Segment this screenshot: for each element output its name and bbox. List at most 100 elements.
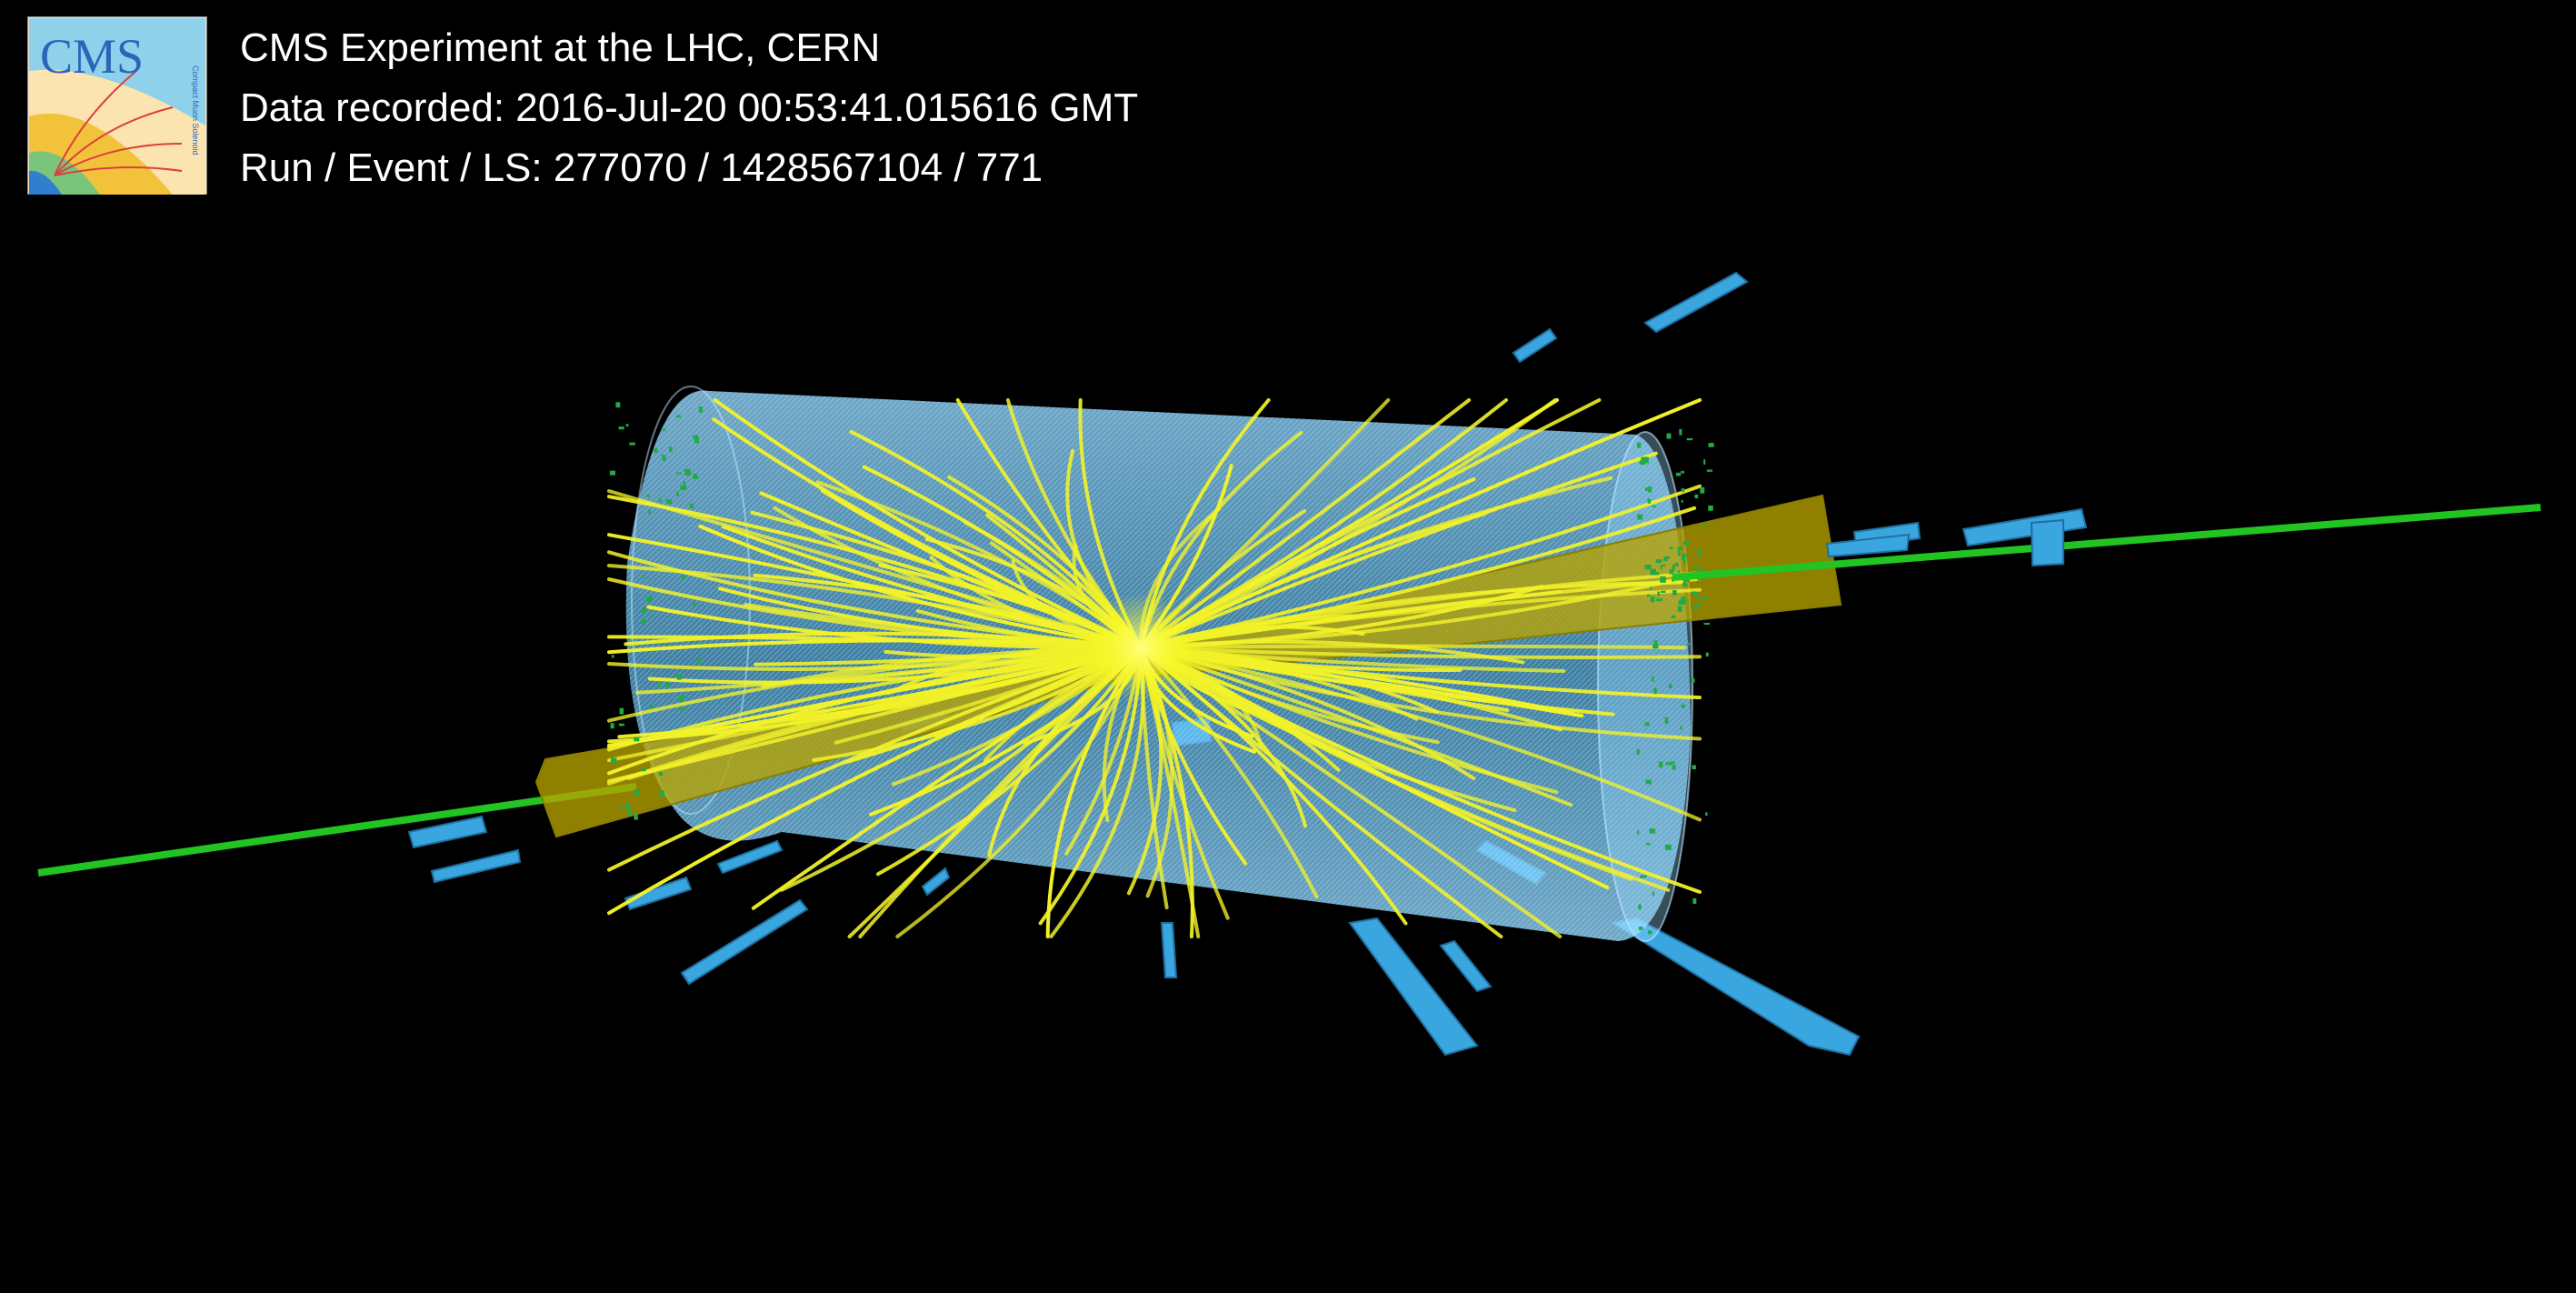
cms-logo-subtext: Compact Muon Solenoid: [191, 65, 200, 155]
calorimeter-hit: [1640, 875, 1647, 878]
calorimeter-hit: [1682, 583, 1688, 586]
calorimeter-hit: [1692, 608, 1698, 611]
calorimeter-hit: [618, 805, 625, 807]
particle-track: [607, 646, 1143, 872]
muon-track-right: [1672, 504, 2541, 581]
calorimeter-hit: [692, 435, 698, 439]
muon-chamber: [921, 867, 951, 897]
calorimeter-hit: [627, 809, 632, 815]
calorimeter-hit: [611, 655, 614, 658]
calorimeter-hit: [610, 723, 614, 729]
calorimeter-hit: [1698, 551, 1701, 558]
calorimeter-hit: [1672, 765, 1676, 770]
calorimeter-hit: [1678, 570, 1680, 574]
calorimeter-hit: [1686, 643, 1691, 646]
particle-track: [751, 646, 1143, 910]
calorimeter-hit: [658, 772, 664, 776]
calorimeter-hit: [1655, 559, 1662, 564]
calorimeter-hit: [697, 519, 700, 523]
calorimeter-hit: [1647, 930, 1652, 935]
event-info: CMS Experiment at the LHC, CERN Data rec…: [240, 18, 1138, 198]
calorimeter-hit: [1663, 556, 1670, 559]
calorimeter-hit: [1705, 652, 1709, 657]
calorimeter-hit: [675, 415, 681, 418]
calorimeter-hit: [1680, 726, 1682, 730]
calorimeter-hit: [1693, 566, 1700, 569]
calorimeter-hit: [1649, 828, 1656, 834]
muon-chamber: [2030, 518, 2064, 567]
calorimeter-hit: [1669, 569, 1674, 575]
calorimeter-hit: [1653, 687, 1657, 695]
particle-track: [607, 550, 1143, 649]
calorimeter-hit: [1692, 678, 1695, 683]
calorimeter-hit: [662, 455, 665, 458]
calorimeter-hit: [1644, 722, 1650, 727]
muon-chambers: [407, 271, 2088, 1057]
calorimeter-hit: [659, 790, 665, 797]
calorimeter-hit: [1680, 597, 1685, 605]
experiment-title: CMS Experiment at the LHC, CERN: [240, 25, 881, 70]
calorimeter-hit: [1636, 749, 1640, 755]
calorimeter-hit: [1671, 615, 1676, 618]
calorimeter-hit: [658, 497, 662, 502]
calorimeter-hit: [1695, 596, 1702, 599]
calorimeter-hit: [634, 813, 638, 820]
calorimeter-hit: [1677, 606, 1682, 612]
calorimeter-hit: [1663, 557, 1668, 562]
calorimeter-hit: [1652, 644, 1659, 649]
muon-chamber: [1643, 271, 1749, 334]
calorimeter-hit: [652, 614, 654, 616]
calorimeter-hit: [609, 470, 615, 476]
particle-track: [607, 646, 1143, 784]
calorimeter-hit: [642, 606, 647, 614]
calorimeter-hit: [1708, 505, 1713, 511]
calorimeter-hit: [1691, 591, 1698, 596]
calorimeter-hit: [681, 576, 685, 579]
calorimeter-hit: [1692, 765, 1696, 769]
calorimeter-hit: [676, 674, 682, 680]
calorimeter-hit: [615, 402, 621, 408]
particle-track: [1139, 398, 1557, 649]
calorimeter-hit: [1656, 598, 1662, 602]
calorimeter-hit: [1637, 442, 1642, 448]
calorimeter-hit: [1657, 591, 1660, 596]
calorimeter-hit: [625, 424, 629, 427]
calorimeter-hit: [1681, 488, 1685, 493]
calorimeter-hit: [1668, 684, 1672, 688]
calorimeter-hit: [1682, 578, 1686, 585]
calorimeter-hit: [1686, 438, 1693, 441]
particle-track: [1139, 646, 1503, 938]
calorimeter-hit: [693, 474, 698, 479]
calorimeter-hit: [689, 503, 694, 509]
calorimeter-hit: [663, 456, 666, 461]
calorimeter-hit: [1708, 443, 1714, 447]
calorimeter-hit: [619, 707, 624, 715]
calorimeter-hit: [1674, 563, 1679, 566]
calorimeter-hit: [1642, 456, 1649, 464]
calorimeter-hit: [625, 803, 629, 809]
particle-track: [607, 646, 1143, 723]
run-event-ls: Run / Event / LS: 277070 / 1428567104 / …: [240, 145, 1043, 190]
calorimeter-hit: [1694, 604, 1701, 606]
calorimeter-hit: [1637, 514, 1643, 520]
particle-track: [1139, 571, 1702, 649]
muon-chamber: [1439, 939, 1493, 993]
particle-track: [1139, 587, 1702, 649]
calorimeter-hit: [618, 723, 624, 727]
particle-track: [698, 524, 1143, 649]
calorimeter-hit: [1682, 559, 1686, 565]
calorimeter-hit: [1652, 891, 1654, 897]
calorimeter-hit: [1705, 812, 1708, 816]
calorimeter-hit: [1679, 428, 1682, 436]
muon-chamber: [716, 839, 784, 875]
calorimeter-hit: [678, 695, 684, 702]
cms-logo: CMS Compact Muon Solenoid: [27, 16, 207, 195]
calorimeter-hit: [1654, 572, 1660, 576]
particle-track: [1139, 646, 1702, 700]
particle-track: [1139, 398, 1472, 649]
calorimeter-hit: [1644, 565, 1652, 570]
calorimeter-hit: [1677, 549, 1681, 556]
particle-track: [607, 495, 1143, 649]
calorimeter-hit: [669, 446, 673, 453]
calorimeter-hit: [1658, 761, 1663, 767]
